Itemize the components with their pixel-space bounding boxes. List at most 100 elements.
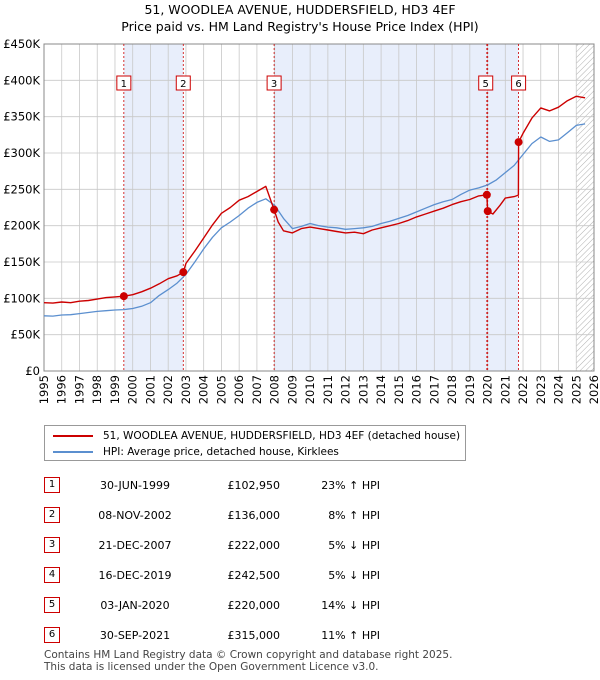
table-row: 3 21-DEC-2007 £222,000 5% ↓ HPI <box>44 530 380 560</box>
sale-point <box>119 292 128 301</box>
table-row: 2 08-NOV-2002 £136,000 8% ↑ HPI <box>44 500 380 530</box>
x-tick-label: 1997 <box>72 375 86 404</box>
sale-date: 08-NOV-2002 <box>98 508 172 522</box>
x-tick-label: 2010 <box>303 375 317 404</box>
x-tick-label: 2025 <box>569 375 583 404</box>
footer-copyright: Contains HM Land Registry data © Crown c… <box>44 649 453 661</box>
sale-number-badge: 5 <box>44 597 60 613</box>
sale-date: 21-DEC-2007 <box>98 538 172 552</box>
y-tick-label: £350K <box>3 110 40 124</box>
sale-date: 03-JAN-2020 <box>100 598 170 612</box>
sale-number-box <box>116 75 132 91</box>
x-tick-label: 2012 <box>339 375 353 404</box>
sale-price: £315,000 <box>227 628 281 642</box>
x-tick-label: 1996 <box>55 375 69 404</box>
x-tick-label: 2001 <box>143 375 157 404</box>
x-tick-label: 1995 <box>37 375 51 404</box>
sales-table: 1 30-JUN-1999 £102,950 23% ↑ HPI 2 08-NO… <box>44 470 380 650</box>
legend-label-price: 51, WOODLEA AVENUE, HUDDERSFIELD, HD3 4E… <box>103 430 461 442</box>
y-tick-label: £150K <box>3 255 40 269</box>
y-tick-label: £200K <box>3 219 40 233</box>
x-tick-label: 2015 <box>392 375 406 404</box>
table-row: 5 03-JAN-2020 £220,000 14% ↓ HPI <box>44 590 380 620</box>
sale-hpi-diff: 11% ↑ HPI <box>321 628 380 642</box>
x-tick-label: 2000 <box>126 375 140 404</box>
x-tick-label: 2011 <box>321 375 335 404</box>
sale-price: £102,950 <box>227 478 281 492</box>
y-tick-label: £250K <box>3 182 40 196</box>
x-tick-label: 2016 <box>410 375 424 404</box>
x-tick-label: 2017 <box>427 375 441 404</box>
x-tick-label: 2021 <box>498 375 512 404</box>
sale-hpi-diff: 5% ↓ HPI <box>328 568 380 582</box>
sale-number-badge: 2 <box>44 507 60 523</box>
x-tick-label: 2022 <box>516 375 530 404</box>
sale-date: 30-SEP-2021 <box>99 628 171 642</box>
chart-title-address: 51, WOODLEA AVENUE, HUDDERSFIELD, HD3 4E… <box>144 2 456 17</box>
legend-label-hpi: HPI: Average price, detached house, Kirk… <box>103 446 339 458</box>
plot-border <box>43 43 595 372</box>
sale-point <box>514 138 523 147</box>
sale-point <box>270 205 279 214</box>
sale-hpi-diff: 23% ↑ HPI <box>321 478 380 492</box>
y-tick-label: £50K <box>11 328 41 342</box>
x-tick-label: 2026 <box>587 375 600 404</box>
sale-hpi-diff: 8% ↑ HPI <box>328 508 380 522</box>
table-row: 6 30-SEP-2021 £315,000 11% ↑ HPI <box>44 620 380 650</box>
sale-date: 16-DEC-2019 <box>98 568 172 582</box>
x-tick-label: 2024 <box>552 375 566 404</box>
sale-number-badge: 4 <box>44 567 60 583</box>
y-tick-label: £300K <box>3 146 40 160</box>
sale-price: £220,000 <box>227 598 281 612</box>
sale-price: £242,500 <box>227 568 281 582</box>
legend-item-price: 51, WOODLEA AVENUE, HUDDERSFIELD, HD3 4E… <box>53 428 460 444</box>
x-tick-label: 2009 <box>285 375 299 404</box>
sale-number-box <box>478 75 494 91</box>
sale-number-label: 3 <box>271 79 277 90</box>
sale-number-box <box>511 75 527 91</box>
sale-number-badge: 1 <box>44 477 60 493</box>
x-tick-label: 2020 <box>481 375 495 404</box>
shaded-period <box>123 44 184 371</box>
hpi-line <box>44 123 586 317</box>
legend-item-hpi: HPI: Average price, detached house, Kirk… <box>53 444 339 460</box>
x-tick-label: 2013 <box>356 375 370 404</box>
series-group <box>44 95 586 317</box>
x-tick-label: 2006 <box>232 375 246 404</box>
x-tick-label: 2005 <box>214 375 228 404</box>
x-tick-label: 2023 <box>534 375 548 404</box>
sale-number-box <box>175 75 191 91</box>
footer-attribution: Contains HM Land Registry data © Crown c… <box>44 649 452 673</box>
price-chart: £0 £50K £100K £150K £200K £250K £300K £350K £400… <box>3 37 600 404</box>
x-tick-label: 2018 <box>445 375 459 404</box>
sale-number-label: 6 <box>515 79 521 90</box>
chart-subtitle: Price paid vs. HM Land Registry's House … <box>121 19 479 34</box>
sale-date: 30-JUN-1999 <box>99 478 171 492</box>
x-tick-label: 2014 <box>374 375 388 404</box>
y-tick-label: £450K <box>3 37 40 51</box>
chart-legend: 51, WOODLEA AVENUE, HUDDERSFIELD, HD3 4E… <box>44 425 466 461</box>
sale-hpi-diff: 5% ↓ HPI <box>328 538 380 552</box>
sale-number-badge: 6 <box>44 627 60 643</box>
y-tick-label: £0 <box>25 364 40 378</box>
shaded-period <box>487 44 519 371</box>
x-tick-label: 2007 <box>250 375 264 404</box>
y-tick-label: £100K <box>3 291 40 305</box>
sale-price: £222,000 <box>227 538 281 552</box>
shaded-period <box>274 44 487 371</box>
table-row: 4 16-DEC-2019 £242,500 5% ↓ HPI <box>44 560 380 590</box>
sale-number-label: 5 <box>483 79 489 90</box>
sale-number-badge: 3 <box>44 537 60 553</box>
sale-number-label: 1 <box>121 79 127 90</box>
x-tick-label: 2004 <box>197 375 211 404</box>
x-tick-label: 2019 <box>463 375 477 404</box>
x-tick-label: 2003 <box>179 375 193 404</box>
sale-number-label: 2 <box>180 79 186 90</box>
footer-licence: This data is licensed under the Open Gov… <box>44 661 379 673</box>
legend-swatch-hpi <box>53 451 93 453</box>
y-tick-label: £400K <box>3 73 40 87</box>
legend-swatch-price <box>53 435 93 437</box>
sale-price: £136,000 <box>227 508 281 522</box>
sale-hpi-diff: 14% ↓ HPI <box>321 598 380 612</box>
sale-number-box <box>266 75 282 91</box>
